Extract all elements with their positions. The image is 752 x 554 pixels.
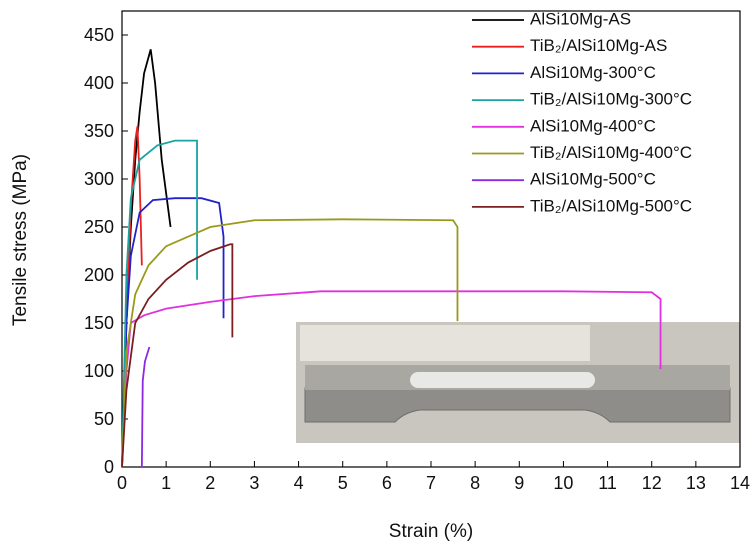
x-tick-label: 0 — [117, 473, 127, 493]
y-tick-label: 250 — [84, 217, 114, 237]
y-tick-label: 50 — [94, 409, 114, 429]
x-tick-label: 14 — [730, 473, 750, 493]
y-tick-label: 450 — [84, 25, 114, 45]
data-line — [121, 218, 459, 468]
y-axis-label: Tensile stress (MPa) — [10, 154, 31, 326]
x-tick-label: 4 — [294, 473, 304, 493]
x-axis-label: Strain (%) — [389, 521, 473, 542]
inset-photo — [296, 322, 740, 443]
x-tick-label: 13 — [686, 473, 706, 493]
legend-label: TiB₂/AlSi10Mg-500°C — [530, 196, 692, 215]
x-tick-label: 3 — [249, 473, 259, 493]
y-tick-label: 0 — [104, 457, 114, 477]
data-line — [140, 346, 151, 468]
data-line — [121, 243, 234, 468]
x-tick-label: 6 — [382, 473, 392, 493]
y-tick-label: 150 — [84, 313, 114, 333]
x-tick-label: 11 — [598, 473, 617, 493]
legend-label: TiB₂/AlSi10Mg-400°C — [530, 143, 692, 162]
data-line — [121, 139, 198, 468]
x-tick-label: 2 — [205, 473, 215, 493]
y-tick-label: 400 — [84, 73, 114, 93]
legend-label: TiB₂/AlSi10Mg-300°C — [530, 90, 692, 109]
x-tick-label: 7 — [426, 473, 436, 493]
data-line — [121, 197, 225, 468]
legend-label: AlSi10Mg-400°C — [530, 116, 656, 135]
legend-label: TiB₂/AlSi10Mg-AS — [530, 36, 667, 55]
x-tick-label: 9 — [514, 473, 524, 493]
x-tick-label: 1 — [161, 473, 171, 493]
legend-label: AlSi10Mg-300°C — [530, 63, 656, 82]
y-tick-label: 200 — [84, 265, 114, 285]
legend-label: AlSi10Mg-500°C — [530, 170, 656, 189]
y-tick-label: 100 — [84, 361, 114, 381]
x-tick-label: 10 — [553, 473, 573, 493]
x-tick-label: 12 — [642, 473, 662, 493]
legend-label: AlSi10Mg-AS — [530, 9, 631, 28]
x-tick-label: 5 — [338, 473, 348, 493]
y-tick-label: 350 — [84, 121, 114, 141]
x-tick-label: 8 — [470, 473, 480, 493]
y-tick-label: 300 — [84, 169, 114, 189]
